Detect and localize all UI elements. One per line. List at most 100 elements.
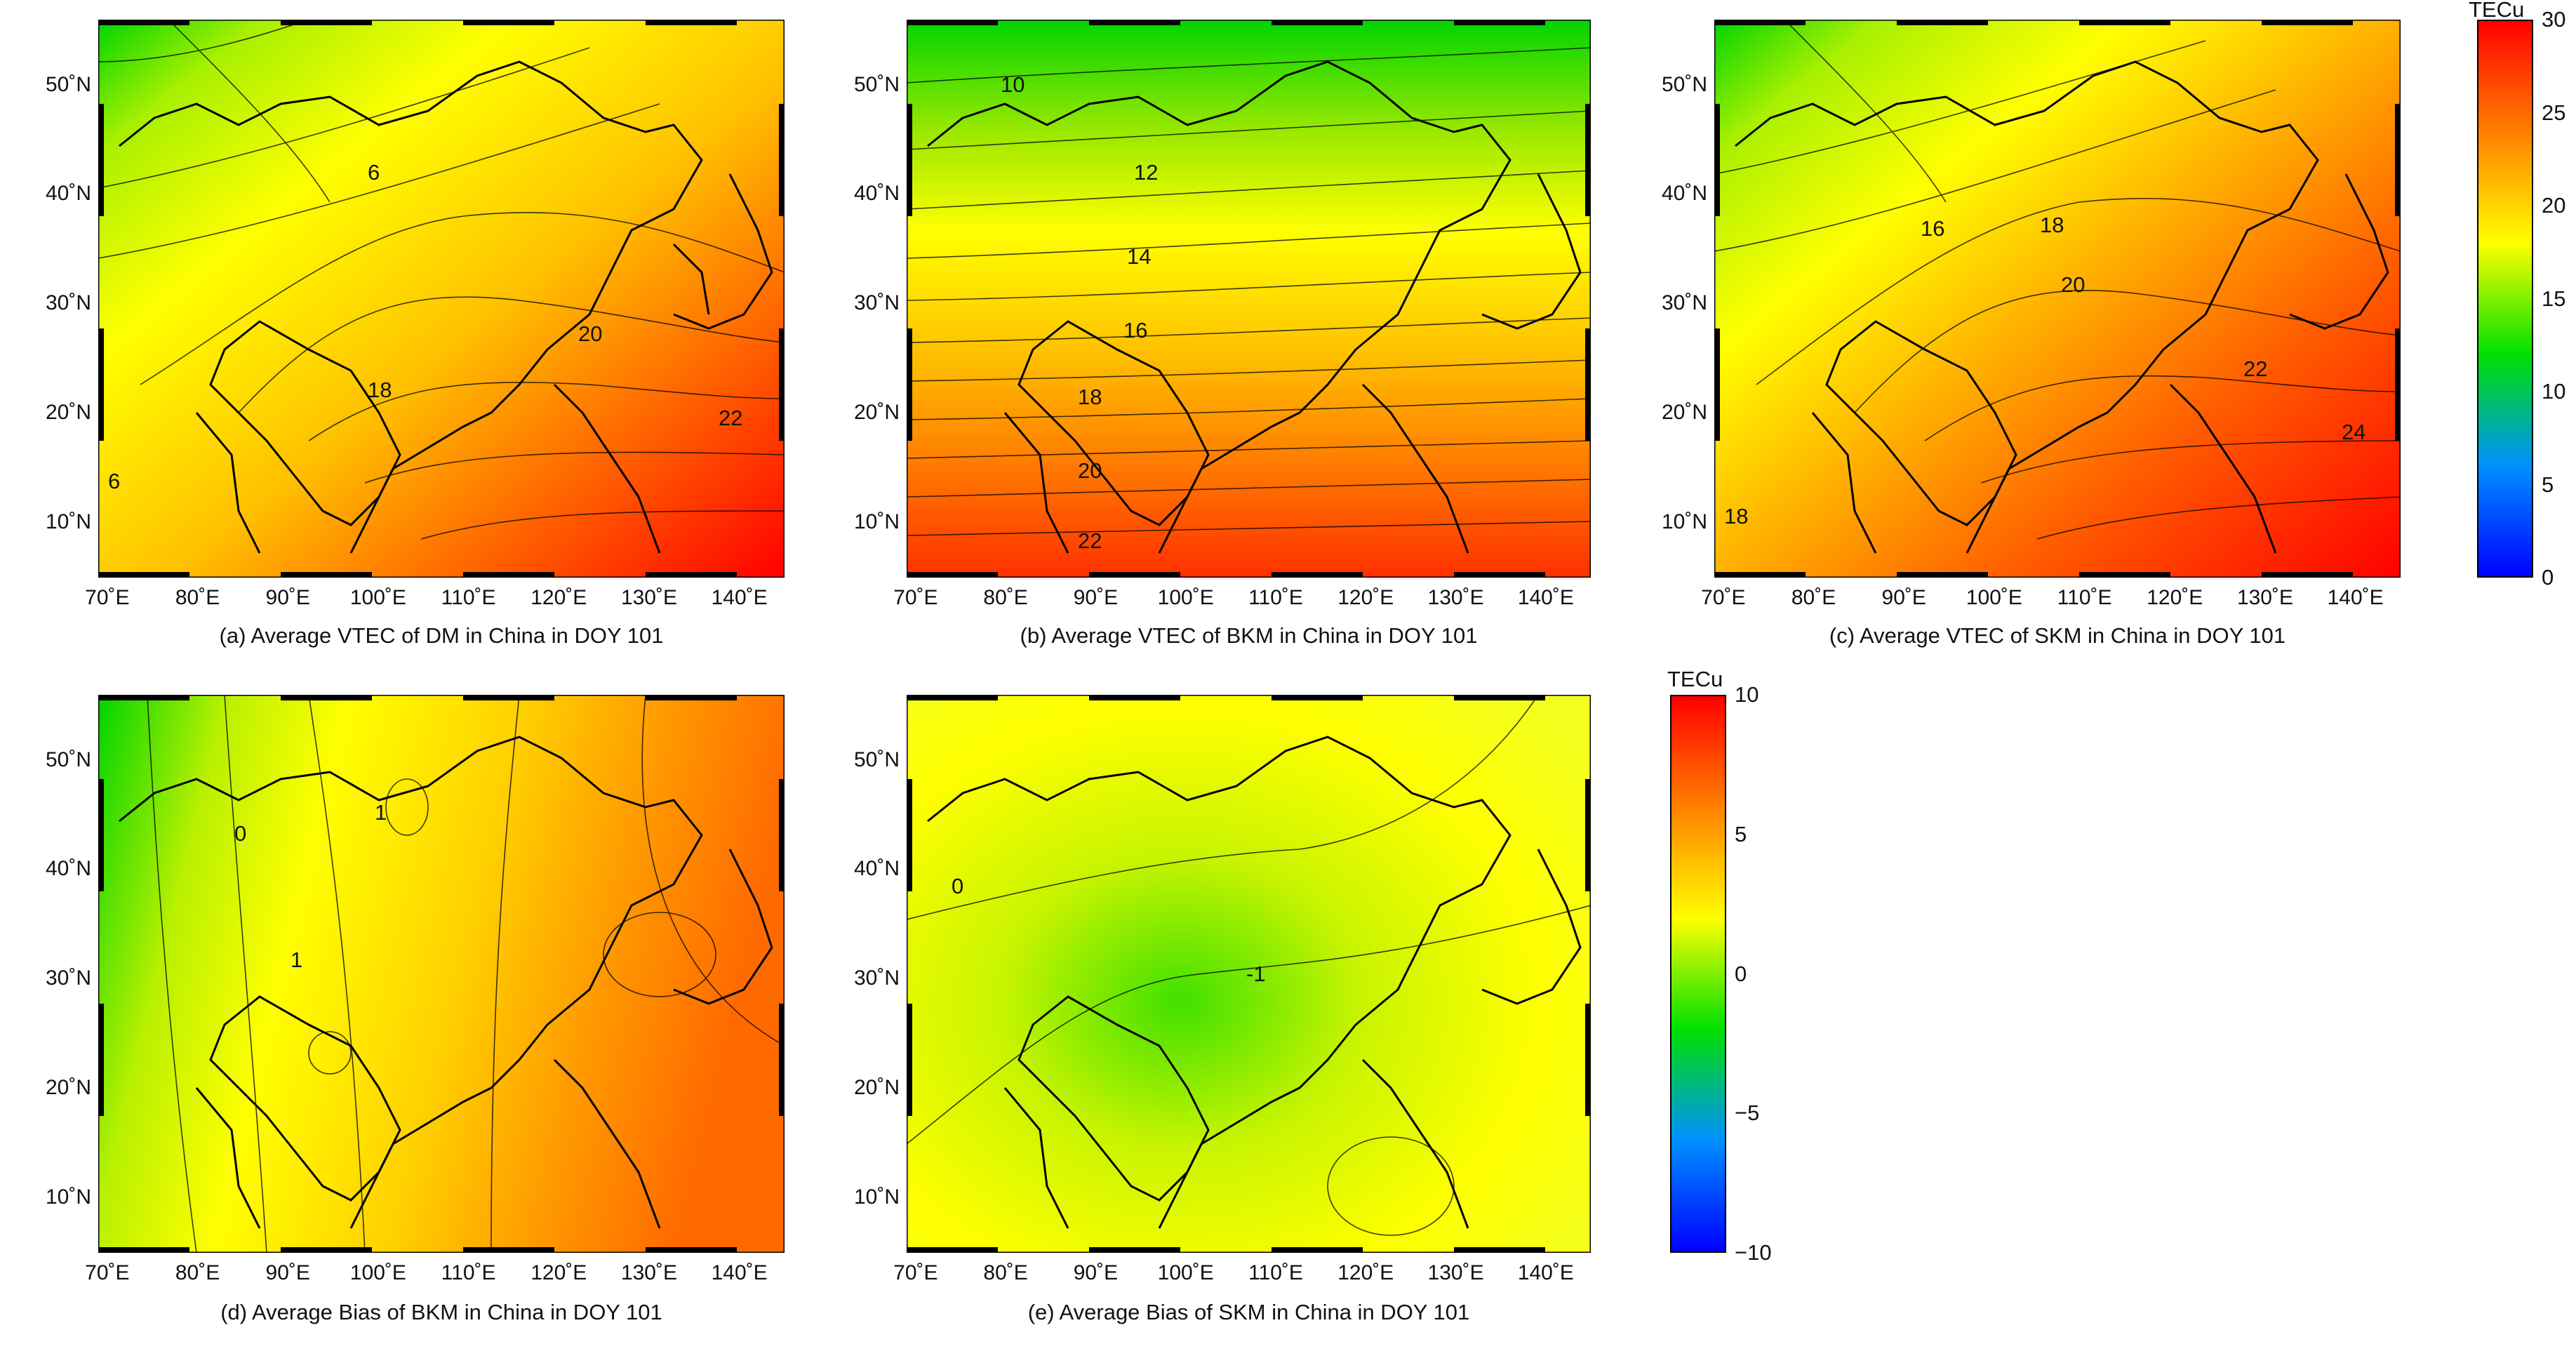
longitude-label: 70˚E: [893, 1261, 938, 1284]
longitude-label: 110˚E: [1248, 586, 1303, 609]
latitude-label: 10˚N: [45, 1185, 91, 1209]
caption-a: (a) Average VTEC of DM in China in DOY 1…: [219, 623, 664, 648]
colorbar-top-unit: TECu: [2469, 0, 2525, 22]
contour-label: 22: [2243, 357, 2268, 381]
latitude-label: 30˚N: [1661, 291, 1707, 315]
contour-label: 12: [1134, 160, 1159, 185]
colorbar-tick-label: 20: [2542, 193, 2566, 218]
longitude-label: 120˚E: [530, 586, 587, 609]
colorbar-tick-label: −5: [1735, 1101, 1760, 1126]
contour-label: 6: [108, 469, 121, 493]
longitude-label: 100˚E: [349, 586, 406, 609]
contour-label: 10: [1001, 72, 1025, 97]
longitude-label: 110˚E: [2057, 586, 2112, 609]
longitude-label: 90˚E: [1073, 1261, 1119, 1284]
longitude-label: 70˚E: [85, 586, 130, 609]
longitude-label: 100˚E: [1157, 586, 1214, 609]
colorbar-tick-label: −10: [1735, 1240, 1772, 1265]
colorbar-tick-label: 15: [2542, 286, 2566, 311]
latitude-label: 20˚N: [853, 401, 900, 425]
contour-label: 14: [1127, 244, 1152, 269]
colorbar-tick-label: 10: [1735, 682, 1759, 707]
contour-label: 18: [1078, 385, 1102, 409]
latitude-label: 20˚N: [1661, 401, 1707, 425]
latitude-label: 40˚N: [45, 182, 91, 206]
contour-label: 0: [234, 821, 247, 846]
colorbar-bottom-unit: TECu: [1667, 667, 1723, 691]
longitude-label: 120˚E: [2147, 586, 2203, 609]
longitude-label: 90˚E: [265, 1261, 310, 1284]
contour-label: 18: [368, 378, 392, 402]
colorbar-tick-label: 25: [2542, 100, 2566, 125]
latitude-label: 20˚N: [853, 1076, 900, 1100]
contour-label: 16: [1921, 216, 1945, 241]
longitude-label: 100˚E: [349, 1261, 406, 1284]
map-b-svg: [907, 20, 1591, 578]
contour-label: 18: [1724, 504, 1749, 528]
contour-label: -1: [1246, 962, 1266, 986]
colorbar-top: [2477, 20, 2533, 578]
contour-label: 18: [2040, 213, 2064, 237]
contour-label: 22: [1078, 528, 1102, 553]
longitude-label: 110˚E: [1248, 1261, 1303, 1284]
contour-label: 22: [719, 406, 743, 430]
colorbar-tick-label: 30: [2542, 7, 2566, 32]
latitude-label: 10˚N: [853, 1185, 900, 1209]
map-e: 0 -1: [907, 695, 1591, 1253]
longitude-label: 140˚E: [711, 1261, 768, 1284]
contour-label: 20: [2061, 272, 2086, 297]
latitude-label: 30˚N: [853, 966, 900, 990]
longitude-label: 140˚E: [2327, 586, 2384, 609]
colorbar-tick-label: 5: [2542, 472, 2554, 497]
longitude-label: 140˚E: [1517, 1261, 1574, 1284]
colorbar-tick-label: 0: [1735, 961, 1747, 986]
latitude-label: 10˚N: [853, 510, 900, 534]
map-a: 6 20 18 22 6: [98, 20, 785, 578]
caption-d: (d) Average Bias of BKM in China in DOY …: [220, 1300, 662, 1324]
latitude-label: 50˚N: [1661, 72, 1707, 96]
map-d-svg: [98, 695, 785, 1253]
colorbar-tick-label: 5: [1735, 821, 1747, 846]
longitude-label: 90˚E: [265, 586, 310, 609]
contour-label: 16: [1123, 318, 1148, 343]
latitude-label: 50˚N: [45, 72, 91, 96]
longitude-label: 130˚E: [620, 1261, 677, 1284]
contour-label: 20: [578, 321, 603, 346]
longitude-label: 80˚E: [175, 586, 220, 609]
latitude-label: 30˚N: [853, 291, 900, 315]
map-d: 0 1 1: [98, 695, 785, 1253]
caption-e: (e) Average Bias of SKM in China in DOY …: [1027, 1300, 1470, 1324]
colorbar-bottom: [1670, 695, 1726, 1253]
longitude-label: 90˚E: [1073, 586, 1119, 609]
longitude-label: 100˚E: [1157, 1261, 1214, 1284]
latitude-label: 40˚N: [853, 182, 900, 206]
latitude-label: 20˚N: [45, 1076, 91, 1100]
latitude-label: 40˚N: [853, 857, 900, 881]
longitude-label: 100˚E: [1966, 586, 2022, 609]
latitude-label: 40˚N: [45, 857, 91, 881]
map-b: 10 12 14 16 18 20 22: [907, 20, 1591, 578]
longitude-label: 130˚E: [620, 586, 677, 609]
latitude-label: 50˚N: [853, 747, 900, 771]
map-e-svg: [907, 695, 1591, 1253]
map-c-svg: [1714, 20, 2401, 578]
latitude-label: 50˚N: [853, 72, 900, 96]
colorbar-tick-label: 0: [2542, 565, 2554, 590]
latitude-label: 40˚N: [1661, 182, 1707, 206]
latitude-label: 30˚N: [45, 966, 91, 990]
map-a-svg: [98, 20, 785, 578]
longitude-label: 70˚E: [1701, 586, 1746, 609]
longitude-label: 120˚E: [530, 1261, 587, 1284]
latitude-label: 30˚N: [45, 291, 91, 315]
contour-label: 20: [1078, 458, 1102, 483]
longitude-label: 110˚E: [441, 586, 496, 609]
longitude-label: 140˚E: [711, 586, 768, 609]
longitude-label: 130˚E: [2236, 586, 2293, 609]
longitude-label: 120˚E: [1337, 1261, 1394, 1284]
contour-label: 1: [375, 800, 387, 825]
longitude-label: 110˚E: [441, 1261, 496, 1284]
longitude-label: 80˚E: [1791, 586, 1836, 609]
longitude-label: 80˚E: [983, 586, 1028, 609]
longitude-label: 130˚E: [1427, 1261, 1484, 1284]
longitude-label: 70˚E: [85, 1261, 130, 1284]
